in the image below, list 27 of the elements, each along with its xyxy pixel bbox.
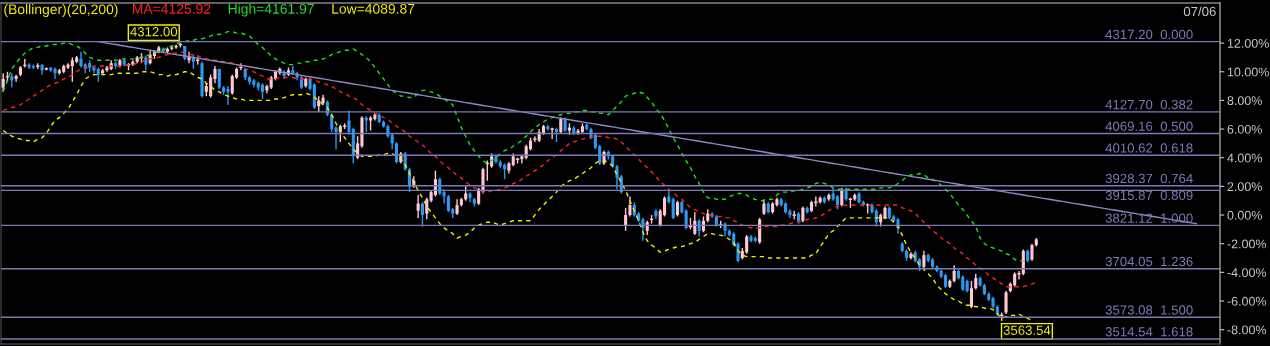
ref-line-label: 3928.37 0.764 — [1105, 173, 1193, 184]
series-label: High=4161.97 — [228, 3, 314, 17]
ref-line-label: 3915.87 0.809 — [1105, 190, 1193, 201]
y-tick-label: -6.00% — [1227, 296, 1267, 306]
y-tick-label: 8.00% — [1227, 96, 1262, 106]
text: Low=4089.87 — [332, 3, 415, 14]
annotation: 4312.00 — [130, 27, 178, 37]
y-tick-label: 4.00% — [1227, 153, 1262, 163]
y-tick-label: 10.00% — [1227, 67, 1269, 77]
y-tick-label: 6.00% — [1227, 124, 1262, 134]
ref-line-label: 4069.16 0.500 — [1105, 121, 1193, 131]
ref-line-label: 3704.05 1.236 — [1105, 256, 1193, 267]
ref-line-label: 4010.62 0.618 — [1105, 143, 1193, 153]
chart-title: (Bollinger)(20,200) — [4, 4, 118, 17]
annotation: 07/06 — [1183, 6, 1216, 17]
y-tick-label: -4.00% — [1227, 268, 1267, 278]
y-tick-label: -8.00% — [1227, 325, 1267, 335]
ref-line-label: 3573.08 1.500 — [1105, 305, 1193, 315]
y-tick-label: 12.00% — [1227, 38, 1269, 48]
ref-line-label: 3514.54 1.618 — [1105, 327, 1193, 337]
ref-line-label: 4317.20 0.000 — [1105, 29, 1193, 40]
annotation: 3563.54 — [1003, 325, 1051, 335]
text: MA=4125.92 — [132, 3, 211, 14]
y-tick-label: 2.00% — [1227, 182, 1262, 192]
y-tick-label: 0.00% — [1227, 210, 1262, 220]
y-tick-label: -2.00% — [1227, 239, 1267, 249]
ref-line-label: 4127.70 0.382 — [1105, 99, 1193, 110]
